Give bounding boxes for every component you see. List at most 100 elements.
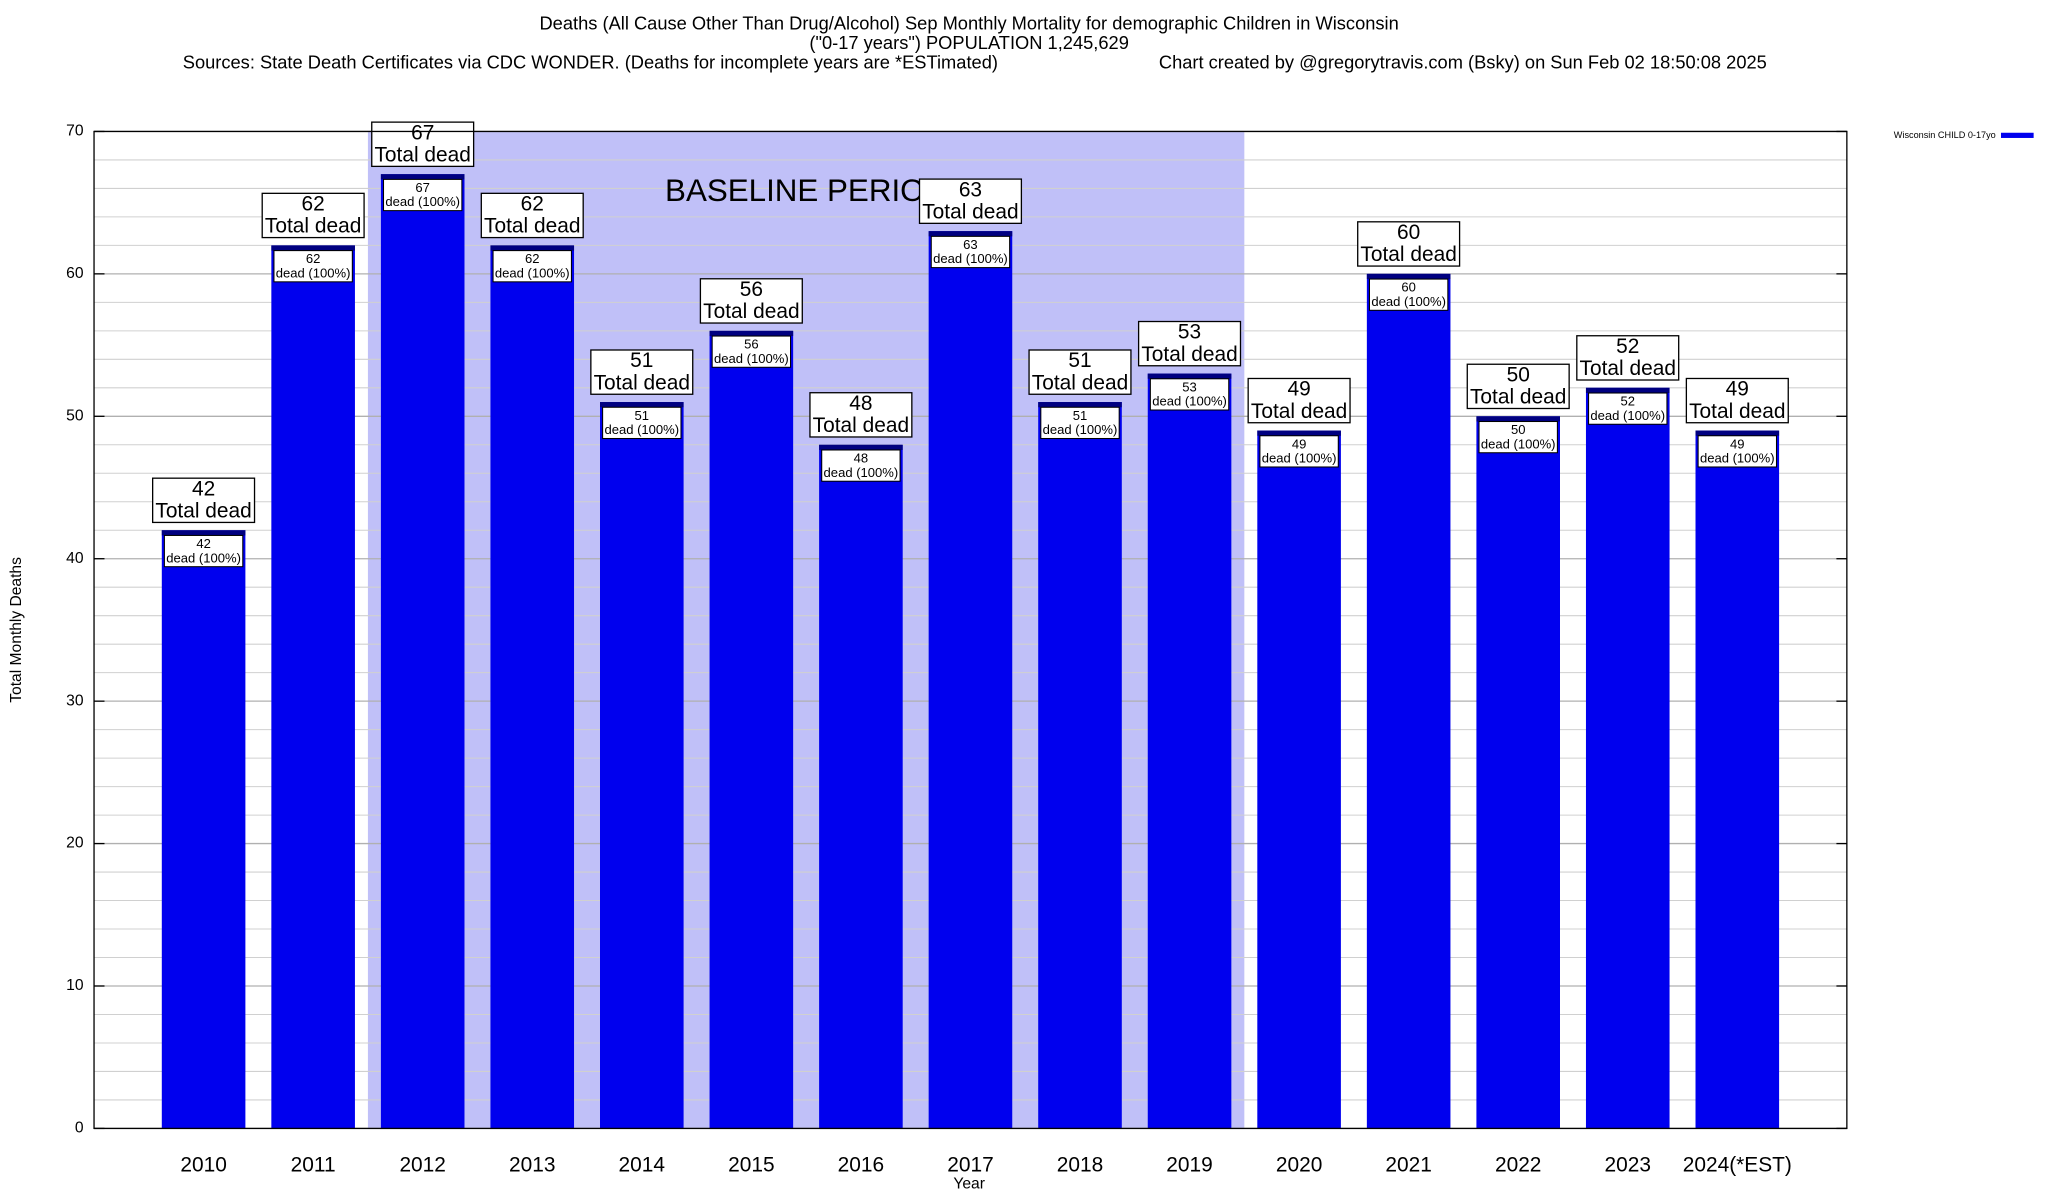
x-tick-label: 2022	[1495, 1154, 1541, 1177]
y-tick-label: 20	[66, 835, 84, 852]
share-text-label: dead (100%)	[495, 265, 570, 280]
x-tick-label: 2020	[1276, 1154, 1322, 1177]
total-value-label: 62	[521, 193, 544, 216]
bar	[1038, 402, 1122, 1129]
bar	[928, 231, 1013, 1129]
share-label-box	[163, 534, 244, 568]
share-value-label: 60	[1401, 280, 1416, 295]
total-label-box	[1247, 377, 1351, 424]
total-text-label: Total dead	[813, 414, 909, 437]
plot-frame	[93, 130, 1848, 1130]
total-label-box	[152, 477, 256, 524]
total-value-label: 51	[630, 349, 653, 372]
share-value-label: 63	[963, 237, 978, 252]
total-text-label: Total dead	[1580, 357, 1676, 380]
bar-cap	[819, 444, 903, 450]
total-label-box	[371, 121, 475, 168]
share-value-label: 62	[525, 251, 540, 266]
bar	[490, 245, 575, 1129]
share-text-label: dead (100%)	[1152, 394, 1227, 409]
total-label-box	[480, 192, 584, 239]
y-tick-label: 60	[66, 265, 84, 282]
x-tick-label: 2018	[1057, 1154, 1103, 1177]
bar	[600, 402, 684, 1129]
total-text-label: Total dead	[265, 215, 361, 238]
bar-cap	[380, 174, 465, 180]
share-value-label: 51	[1073, 408, 1088, 423]
share-label-box	[1259, 435, 1339, 468]
bar	[1366, 273, 1451, 1129]
total-label-box	[1466, 363, 1570, 410]
share-text-label: dead (100%)	[1043, 422, 1118, 437]
credit-note: Chart created by @gregorytravis.com (Bsk…	[1159, 52, 1767, 73]
bar-cap	[490, 245, 575, 251]
y-tick-label: 10	[66, 977, 84, 994]
share-text-label: dead (100%)	[714, 351, 789, 366]
share-text-label: dead (100%)	[1590, 408, 1665, 423]
bar	[819, 444, 903, 1129]
bar	[1257, 430, 1341, 1129]
share-text-label: dead (100%)	[1481, 436, 1556, 451]
share-value-label: 52	[1621, 394, 1636, 409]
total-label-box	[1685, 377, 1789, 424]
share-value-label: 49	[1730, 436, 1745, 451]
share-value-label: 62	[306, 251, 321, 266]
bar-cap	[1695, 430, 1780, 436]
total-text-label: Total dead	[1360, 243, 1456, 266]
bar	[1585, 387, 1670, 1129]
x-tick-label: 2017	[947, 1154, 993, 1177]
total-value-label: 49	[1287, 378, 1310, 401]
share-label-box	[930, 235, 1011, 269]
y-tick-label: 30	[66, 692, 84, 709]
bar-cap	[1038, 402, 1122, 408]
x-tick-label: 2016	[838, 1154, 884, 1177]
total-label-box	[1357, 221, 1461, 267]
share-label-box	[1040, 406, 1120, 440]
share-text-label: dead (100%)	[385, 194, 460, 209]
bar-cap	[928, 231, 1013, 237]
total-text-label: Total dead	[703, 300, 799, 323]
total-value-label: 50	[1507, 363, 1530, 386]
share-value-label: 56	[744, 337, 759, 352]
share-value-label: 48	[854, 451, 869, 466]
total-value-label: 60	[1397, 221, 1420, 244]
share-text-label: dead (100%)	[166, 550, 241, 565]
share-value-label: 67	[415, 180, 430, 195]
x-tick-label: 2019	[1166, 1154, 1212, 1177]
x-tick-label: 2013	[509, 1154, 555, 1177]
bar-cap	[1585, 387, 1670, 394]
bar-cap	[1476, 416, 1560, 422]
y-tick-label: 50	[66, 407, 84, 424]
chart-subtitle: ("0-17 years") POPULATION 1,245,629	[809, 32, 1129, 53]
share-label-box	[492, 250, 572, 283]
bar	[161, 530, 246, 1129]
x-tick-label: 2023	[1605, 1154, 1651, 1177]
share-value-label: 50	[1511, 422, 1526, 437]
share-label-box	[273, 250, 353, 283]
x-tick-label: 2011	[291, 1154, 336, 1177]
share-value-label: 53	[1182, 379, 1197, 394]
bar-cap	[161, 530, 246, 536]
share-text-label: dead (100%)	[824, 465, 899, 480]
total-text-label: Total dead	[922, 200, 1018, 223]
total-value-label: 49	[1726, 378, 1749, 401]
bar	[271, 245, 355, 1129]
total-value-label: 52	[1616, 335, 1639, 358]
total-value-label: 51	[1068, 349, 1091, 372]
x-tick-label: 2010	[180, 1154, 226, 1177]
total-text-label: Total dead	[1141, 343, 1237, 366]
legend-swatch	[2000, 132, 2034, 138]
share-label-box	[821, 449, 901, 482]
total-text-label: Total dead	[1470, 386, 1566, 409]
x-axis-label: Year	[953, 1176, 985, 1193]
x-tick-label: 2015	[728, 1154, 774, 1177]
bar	[1147, 373, 1232, 1129]
total-value-label: 42	[192, 477, 215, 500]
share-label-box	[1697, 435, 1778, 468]
bar-cap	[271, 245, 355, 251]
total-text-label: Total dead	[374, 143, 470, 166]
total-text-label: Total dead	[1251, 400, 1347, 423]
share-text-label: dead (100%)	[1371, 294, 1446, 309]
